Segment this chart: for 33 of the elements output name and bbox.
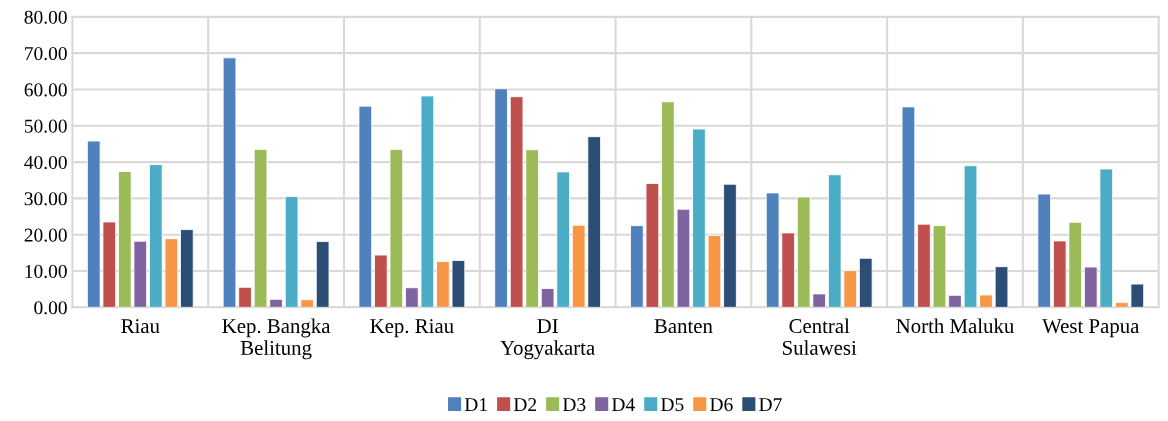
bar [858, 257, 873, 308]
x-tick-label: Kep. Riau [370, 319, 454, 338]
x-tick-label: North Maluku [896, 318, 1014, 334]
bar [723, 183, 737, 308]
y-tick-label: 70.00 [25, 46, 67, 61]
y-tick-label: 80.00 [24, 10, 67, 24]
legend-label: D3 [562, 398, 586, 412]
y-tick-label: 50.00 [24, 119, 67, 133]
x-tick-label: Kep. Bangka Belitung [222, 318, 331, 360]
y-tick-label: 10.00 [25, 264, 67, 279]
bar [494, 88, 508, 308]
x-tick-label: Riau [121, 319, 160, 334]
x-tick-label: Central Sulawesi [782, 318, 857, 355]
legend-label: D5 [661, 398, 684, 412]
legend-label: D6 [710, 398, 733, 412]
bar [358, 105, 373, 308]
legend-label: D7 [759, 398, 782, 411]
legend-label: D2 [513, 398, 537, 411]
bar [180, 229, 194, 308]
bar [901, 106, 916, 308]
y-tick-label: 60.00 [24, 83, 67, 97]
bar [994, 266, 1009, 308]
y-tick-label: 20.00 [24, 228, 67, 242]
y-tick-label: 40.00 [24, 155, 67, 170]
y-tick-label: 0.00 [34, 301, 67, 315]
legend-label: D1 [464, 398, 487, 411]
x-tick-label: DI Yogyakarta [500, 319, 595, 360]
y-tick-label: 30.00 [24, 192, 67, 206]
x-tick-label: Banten [654, 319, 713, 334]
bar [315, 241, 330, 308]
x-tick-label: West Papua [1042, 319, 1140, 338]
bar [1037, 193, 1051, 308]
legend-label: D4 [611, 398, 635, 411]
